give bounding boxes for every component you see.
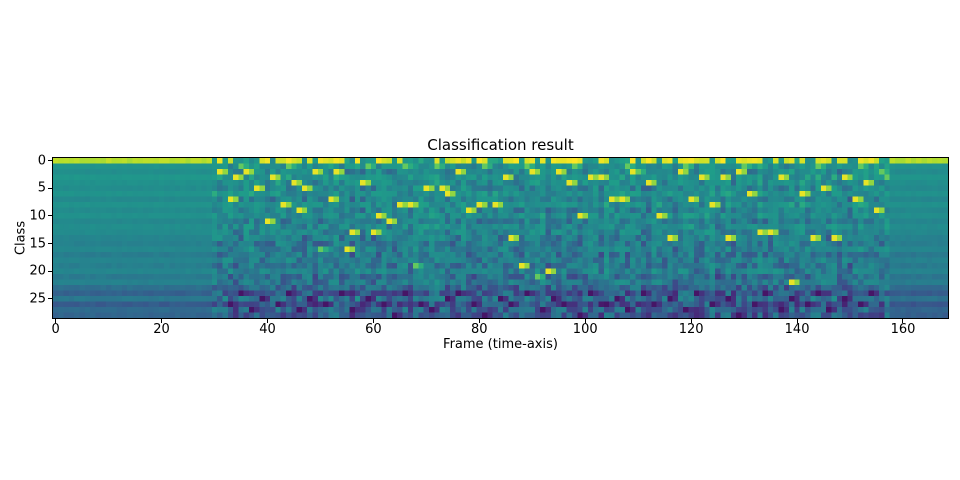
- plot-area: [52, 157, 949, 319]
- x-tick-mark: [690, 319, 692, 323]
- chart-title: Classification result: [427, 136, 574, 154]
- y-tick-mark: [48, 187, 52, 189]
- y-tick-label: 0: [37, 153, 46, 169]
- y-axis-label: Class: [13, 220, 29, 256]
- y-tick-label: 20: [29, 263, 46, 279]
- y-tick-label: 25: [29, 291, 46, 307]
- y-tick-mark: [48, 160, 52, 162]
- x-tick-label: 140: [784, 322, 810, 337]
- x-tick-label: 60: [365, 322, 382, 337]
- x-tick-mark: [161, 319, 163, 323]
- x-tick-label: 40: [259, 322, 276, 337]
- y-tick-label: 10: [29, 208, 46, 224]
- y-tick-mark: [48, 270, 52, 272]
- x-tick-mark: [478, 319, 480, 323]
- x-tick-label: 100: [572, 322, 598, 337]
- x-tick-mark: [584, 319, 586, 323]
- x-tick-mark: [372, 319, 374, 323]
- y-tick-label: 15: [29, 236, 46, 252]
- y-tick-mark: [48, 243, 52, 245]
- y-tick-label: 5: [37, 180, 46, 196]
- x-tick-mark: [55, 319, 57, 323]
- x-tick-mark: [902, 319, 904, 323]
- x-tick-mark: [266, 319, 268, 323]
- heatmap-canvas: [53, 158, 948, 318]
- x-tick-mark: [796, 319, 798, 323]
- y-tick-mark: [48, 298, 52, 300]
- x-tick-label: 20: [153, 322, 170, 337]
- x-tick-label: 120: [678, 322, 704, 337]
- x-tick-label: 0: [51, 322, 60, 337]
- y-tick-mark: [48, 215, 52, 217]
- x-tick-label: 160: [890, 322, 916, 337]
- x-axis-label: Frame (time-axis): [443, 337, 558, 352]
- x-tick-label: 80: [471, 322, 488, 337]
